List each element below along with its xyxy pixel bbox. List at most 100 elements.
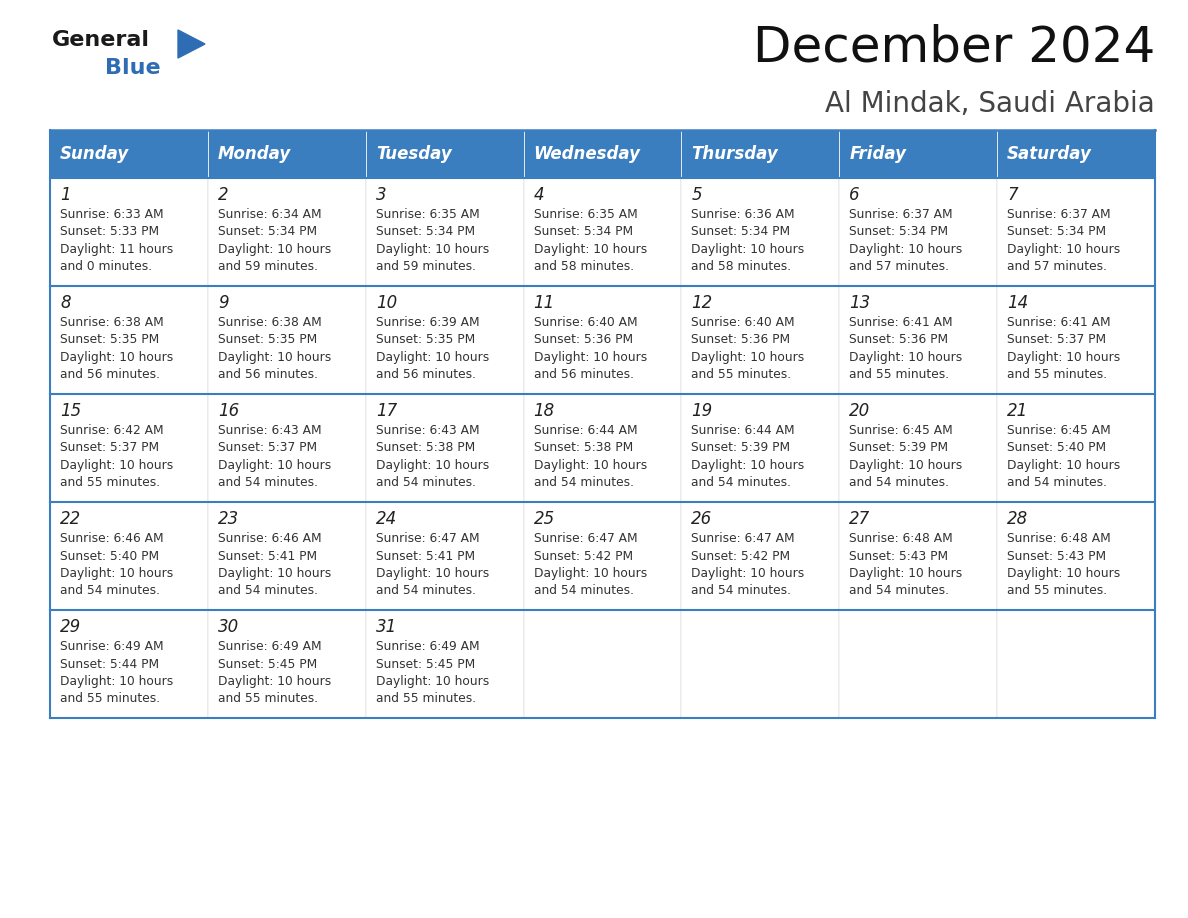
Bar: [682, 502, 839, 610]
Text: Sunset: 5:36 PM: Sunset: 5:36 PM: [533, 333, 633, 346]
Text: and 54 minutes.: and 54 minutes.: [849, 585, 949, 598]
Text: Sunrise: 6:47 AM: Sunrise: 6:47 AM: [375, 532, 479, 545]
Text: Sunrise: 6:37 AM: Sunrise: 6:37 AM: [849, 208, 953, 221]
Bar: [366, 130, 524, 178]
Text: and 54 minutes.: and 54 minutes.: [1007, 476, 1107, 489]
Text: Daylight: 10 hours: Daylight: 10 hours: [533, 459, 646, 472]
Text: Daylight: 10 hours: Daylight: 10 hours: [691, 459, 804, 472]
Polygon shape: [178, 30, 206, 58]
Text: Sunrise: 6:39 AM: Sunrise: 6:39 AM: [375, 316, 479, 329]
Bar: [997, 130, 1155, 178]
Text: 27: 27: [849, 510, 871, 528]
Text: Sunrise: 6:42 AM: Sunrise: 6:42 AM: [61, 424, 164, 437]
Bar: [366, 178, 524, 286]
Text: Daylight: 10 hours: Daylight: 10 hours: [61, 567, 173, 580]
Text: Sunset: 5:37 PM: Sunset: 5:37 PM: [1007, 333, 1106, 346]
Text: Daylight: 10 hours: Daylight: 10 hours: [533, 351, 646, 364]
Text: and 54 minutes.: and 54 minutes.: [691, 476, 791, 489]
Text: and 54 minutes.: and 54 minutes.: [375, 476, 475, 489]
Text: Sunset: 5:41 PM: Sunset: 5:41 PM: [375, 550, 475, 563]
Text: and 54 minutes.: and 54 minutes.: [849, 476, 949, 489]
Text: Sunrise: 6:38 AM: Sunrise: 6:38 AM: [217, 316, 322, 329]
Text: and 58 minutes.: and 58 minutes.: [691, 261, 791, 274]
Bar: [366, 286, 524, 394]
Text: Daylight: 10 hours: Daylight: 10 hours: [1007, 351, 1120, 364]
Text: Sunrise: 6:45 AM: Sunrise: 6:45 AM: [849, 424, 953, 437]
Text: Sunset: 5:34 PM: Sunset: 5:34 PM: [1007, 226, 1106, 239]
Text: 2: 2: [217, 186, 228, 204]
Text: Daylight: 10 hours: Daylight: 10 hours: [375, 675, 489, 688]
Text: Sunset: 5:34 PM: Sunset: 5:34 PM: [217, 226, 317, 239]
Text: General: General: [52, 30, 150, 50]
Text: 18: 18: [533, 402, 555, 420]
Text: and 54 minutes.: and 54 minutes.: [217, 476, 318, 489]
Text: Sunset: 5:35 PM: Sunset: 5:35 PM: [61, 333, 159, 346]
Bar: [208, 286, 366, 394]
Bar: [524, 286, 682, 394]
Text: Sunrise: 6:40 AM: Sunrise: 6:40 AM: [691, 316, 795, 329]
Text: 17: 17: [375, 402, 397, 420]
Text: Sunset: 5:34 PM: Sunset: 5:34 PM: [849, 226, 948, 239]
Text: Sunday: Sunday: [61, 145, 129, 163]
Text: and 54 minutes.: and 54 minutes.: [375, 585, 475, 598]
Text: 20: 20: [849, 402, 871, 420]
Text: Sunrise: 6:46 AM: Sunrise: 6:46 AM: [217, 532, 322, 545]
Text: and 55 minutes.: and 55 minutes.: [375, 692, 476, 706]
Text: Sunset: 5:40 PM: Sunset: 5:40 PM: [1007, 442, 1106, 454]
Text: Sunrise: 6:47 AM: Sunrise: 6:47 AM: [533, 532, 637, 545]
Text: Sunrise: 6:49 AM: Sunrise: 6:49 AM: [375, 640, 479, 653]
Text: Daylight: 10 hours: Daylight: 10 hours: [533, 567, 646, 580]
Text: Sunrise: 6:41 AM: Sunrise: 6:41 AM: [849, 316, 953, 329]
Text: 13: 13: [849, 294, 871, 312]
Text: and 56 minutes.: and 56 minutes.: [375, 368, 475, 382]
Text: Sunset: 5:37 PM: Sunset: 5:37 PM: [217, 442, 317, 454]
Text: Sunrise: 6:41 AM: Sunrise: 6:41 AM: [1007, 316, 1111, 329]
Text: Daylight: 10 hours: Daylight: 10 hours: [375, 351, 489, 364]
Text: Sunset: 5:34 PM: Sunset: 5:34 PM: [691, 226, 790, 239]
Text: Daylight: 10 hours: Daylight: 10 hours: [375, 459, 489, 472]
Text: Daylight: 10 hours: Daylight: 10 hours: [217, 243, 331, 256]
Text: Sunrise: 6:47 AM: Sunrise: 6:47 AM: [691, 532, 795, 545]
Text: Saturday: Saturday: [1007, 145, 1092, 163]
Text: 9: 9: [217, 294, 228, 312]
Text: 25: 25: [533, 510, 555, 528]
Text: 21: 21: [1007, 402, 1029, 420]
Text: Sunset: 5:35 PM: Sunset: 5:35 PM: [375, 333, 475, 346]
Text: Sunrise: 6:33 AM: Sunrise: 6:33 AM: [61, 208, 164, 221]
Text: Tuesday: Tuesday: [375, 145, 451, 163]
Text: Sunrise: 6:49 AM: Sunrise: 6:49 AM: [61, 640, 164, 653]
Text: Daylight: 10 hours: Daylight: 10 hours: [1007, 459, 1120, 472]
Text: 22: 22: [61, 510, 81, 528]
Text: Sunrise: 6:48 AM: Sunrise: 6:48 AM: [1007, 532, 1111, 545]
Text: Sunset: 5:34 PM: Sunset: 5:34 PM: [375, 226, 475, 239]
Text: Sunrise: 6:44 AM: Sunrise: 6:44 AM: [533, 424, 637, 437]
Bar: [50, 178, 208, 286]
Text: Sunrise: 6:38 AM: Sunrise: 6:38 AM: [61, 316, 164, 329]
Text: Sunrise: 6:45 AM: Sunrise: 6:45 AM: [1007, 424, 1111, 437]
Text: and 55 minutes.: and 55 minutes.: [691, 368, 791, 382]
Bar: [682, 286, 839, 394]
Text: Sunset: 5:34 PM: Sunset: 5:34 PM: [533, 226, 633, 239]
Text: 15: 15: [61, 402, 81, 420]
Text: Friday: Friday: [849, 145, 906, 163]
Bar: [50, 502, 208, 610]
Text: and 55 minutes.: and 55 minutes.: [61, 692, 160, 706]
Bar: [208, 130, 366, 178]
Text: Daylight: 10 hours: Daylight: 10 hours: [849, 243, 962, 256]
Bar: [208, 502, 366, 610]
Bar: [997, 610, 1155, 718]
Bar: [366, 610, 524, 718]
Bar: [366, 502, 524, 610]
Text: and 56 minutes.: and 56 minutes.: [217, 368, 318, 382]
Text: 23: 23: [217, 510, 239, 528]
Text: and 58 minutes.: and 58 minutes.: [533, 261, 633, 274]
Text: Sunset: 5:38 PM: Sunset: 5:38 PM: [533, 442, 633, 454]
Text: Sunset: 5:45 PM: Sunset: 5:45 PM: [217, 657, 317, 670]
Text: and 54 minutes.: and 54 minutes.: [533, 476, 633, 489]
Text: 24: 24: [375, 510, 397, 528]
Bar: [208, 394, 366, 502]
Text: Daylight: 10 hours: Daylight: 10 hours: [691, 243, 804, 256]
Text: Sunrise: 6:35 AM: Sunrise: 6:35 AM: [533, 208, 637, 221]
Bar: [524, 610, 682, 718]
Text: and 57 minutes.: and 57 minutes.: [849, 261, 949, 274]
